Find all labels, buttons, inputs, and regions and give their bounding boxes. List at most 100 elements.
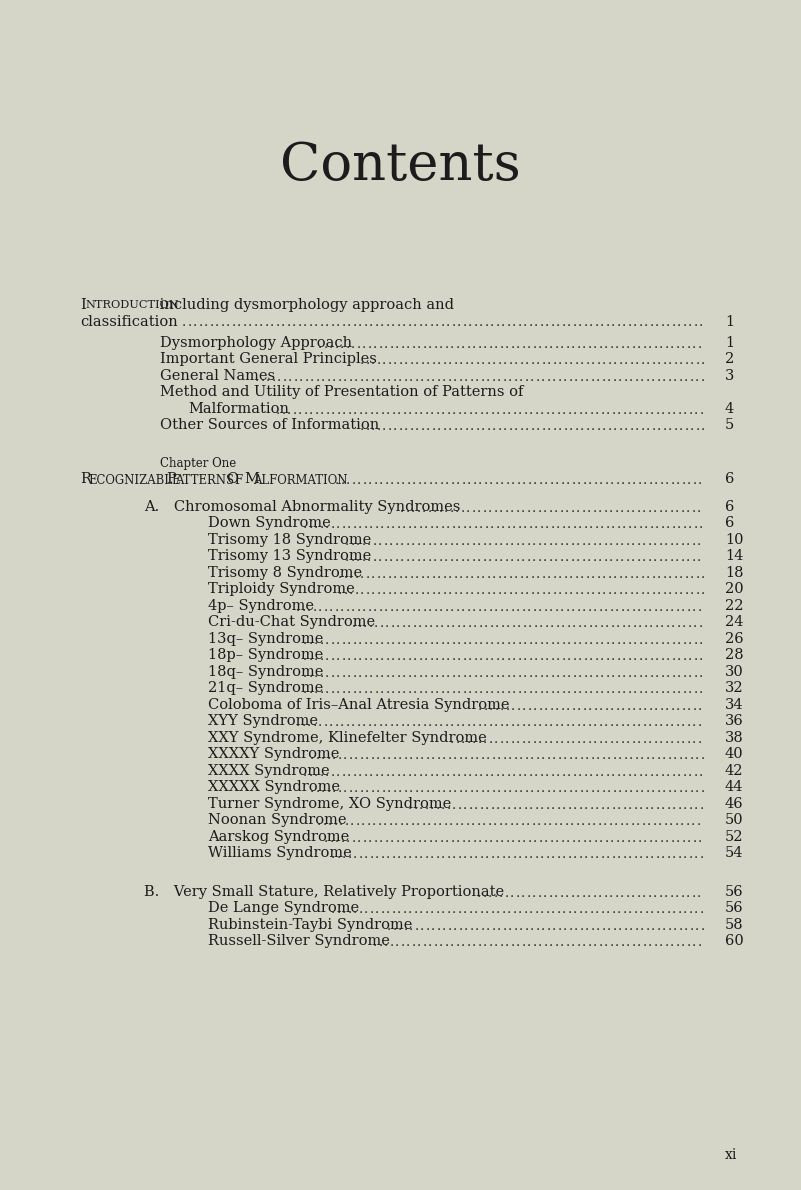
Text: .: . [642,551,646,564]
Text: .: . [533,733,537,746]
Text: .: . [622,618,626,631]
Text: .: . [471,815,476,828]
Text: 14: 14 [725,550,743,563]
Text: .: . [668,920,672,933]
Text: .: . [321,371,325,384]
Text: .: . [340,716,344,729]
Text: .: . [517,683,522,696]
Text: .: . [501,683,505,696]
Text: .: . [528,618,533,631]
Text: .: . [386,518,390,531]
Text: .: . [600,317,604,330]
Text: M: M [244,472,260,487]
Text: .: . [384,937,388,950]
Text: .: . [517,666,522,679]
Text: .: . [490,765,494,778]
Text: .: . [682,518,687,531]
Text: .: . [382,584,386,597]
Text: .: . [686,815,690,828]
Text: .: . [459,420,464,433]
Text: .: . [638,666,643,679]
Text: .: . [480,903,484,916]
Text: .: . [473,601,477,614]
Text: .: . [456,937,460,950]
Text: .: . [631,887,635,900]
Text: .: . [561,700,565,713]
Text: .: . [445,601,449,614]
Text: .: . [443,568,447,581]
Text: .: . [519,920,524,933]
Text: .: . [539,700,543,713]
Text: .: . [670,832,675,845]
Text: .: . [655,683,659,696]
Text: .: . [308,518,313,531]
Text: .: . [602,355,606,368]
Text: .: . [366,584,370,597]
Text: .: . [435,650,440,663]
Text: .: . [486,371,490,384]
Text: .: . [578,518,582,531]
Text: .: . [550,618,554,631]
Text: .: . [505,887,509,900]
Text: 6: 6 [725,500,735,514]
Text: .: . [419,903,424,916]
Text: .: . [426,782,430,795]
Text: .: . [629,371,634,384]
Text: .: . [530,371,534,384]
Text: .: . [485,903,489,916]
Text: .: . [664,887,668,900]
Text: .: . [555,601,559,614]
Text: .: . [529,518,533,531]
Text: .: . [445,534,449,547]
Text: .: . [395,937,400,950]
Text: .: . [546,371,551,384]
Text: .: . [571,937,575,950]
Text: .: . [431,371,436,384]
Text: .: . [626,338,630,351]
Text: .: . [615,601,619,614]
Text: .: . [622,634,626,646]
Text: .: . [538,338,542,351]
Text: .: . [573,317,577,330]
Text: .: . [423,937,427,950]
Text: .: . [524,403,528,416]
Text: .: . [276,317,280,330]
Text: .: . [395,601,400,614]
Text: .: . [380,650,384,663]
Text: .: . [509,355,513,368]
Text: .: . [379,716,383,729]
Text: .: . [366,568,370,581]
Text: .: . [676,937,680,950]
Text: .: . [437,355,441,368]
Text: .: . [509,750,513,763]
Text: .: . [549,551,553,564]
Text: .: . [654,534,658,547]
Text: .: . [384,338,388,351]
Text: .: . [677,317,682,330]
Text: .: . [549,502,553,515]
Text: .: . [402,317,406,330]
Text: .: . [396,832,400,845]
Text: .: . [475,750,480,763]
Text: .: . [544,601,548,614]
Text: .: . [407,618,412,631]
Text: .: . [312,601,317,614]
Text: .: . [354,371,358,384]
Text: .: . [396,634,401,646]
Text: .: . [406,551,410,564]
Text: .: . [683,403,687,416]
Text: .: . [494,937,498,950]
Text: .: . [348,683,352,696]
Text: .: . [537,502,541,515]
Text: .: . [421,584,425,597]
Text: .: . [562,903,566,916]
Text: .: . [615,716,619,729]
Text: .: . [519,750,524,763]
Text: .: . [557,403,561,416]
Text: .: . [413,403,418,416]
Text: .: . [468,317,473,330]
Text: .: . [590,634,594,646]
Text: .: . [276,403,280,416]
Text: .: . [563,750,567,763]
Text: .: . [562,518,566,531]
